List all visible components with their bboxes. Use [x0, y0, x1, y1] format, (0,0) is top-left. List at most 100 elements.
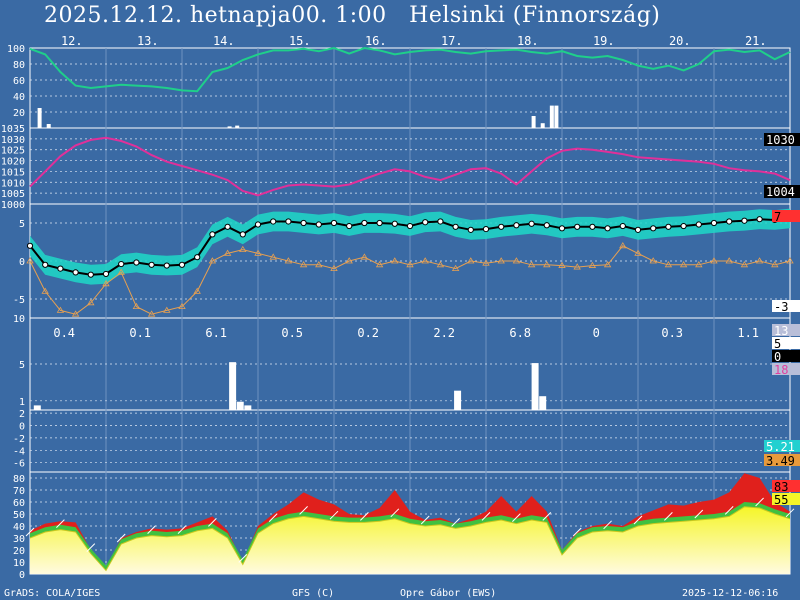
precipitation-stat-label: 13: [774, 324, 788, 338]
temperature-point: [543, 222, 550, 229]
dewpoint-point: [360, 253, 369, 260]
y-tick-label: 1000: [1, 200, 25, 211]
wind-direction-arrow: [603, 520, 612, 530]
wind-direction-arrow: [177, 525, 187, 534]
dewpoint-point: [573, 263, 581, 270]
precipitation-stat-box: [772, 350, 800, 362]
temperature-point: [163, 262, 170, 269]
lower-panel-value-label: 5.21: [766, 440, 795, 454]
temperature-point: [634, 226, 642, 233]
y-tick-label: 10: [13, 558, 25, 569]
y-tick-label: 40: [13, 522, 25, 533]
dewpoint-point: [193, 287, 201, 294]
dewpoint-point: [710, 257, 718, 264]
wind-direction-arrow: [664, 512, 673, 521]
dewpoint-point: [269, 253, 277, 260]
precipitation-stat-label: 5: [774, 337, 781, 351]
wind-direction-arrow: [724, 506, 734, 515]
dewpoint-point: [147, 310, 156, 317]
temperature-point: [650, 225, 657, 232]
wind-direction-arrow: [208, 518, 217, 527]
wind-direction-arrow: [329, 510, 339, 520]
temperature-point: [574, 223, 581, 230]
chart-title: 2025.12.12. hetnapja00. 1:00 Helsinki (F…: [44, 3, 661, 28]
y-tick-label: 30: [13, 534, 25, 545]
precipitation-stat-label: 18: [774, 363, 788, 377]
y-tick-label: 5: [19, 219, 25, 230]
precipitation-stat-box: [772, 324, 800, 336]
wind-mean-line: [29, 506, 791, 572]
y-tick-label: 80: [13, 474, 25, 485]
bar: [244, 405, 252, 410]
dewpoint-point: [482, 259, 490, 266]
bar: [531, 363, 539, 410]
temperature-point: [482, 225, 490, 233]
day-label: 19.: [593, 34, 615, 48]
dewpoint-point: [634, 249, 642, 256]
temperature-point: [224, 223, 231, 230]
dewpoint-point: [421, 257, 429, 264]
dewpoint-point: [254, 249, 262, 256]
precipitation-total-label: 0.2: [357, 326, 379, 340]
dewpoint-point: [558, 261, 566, 268]
temperature-point: [133, 259, 140, 266]
wind-direction-arrow: [512, 513, 521, 522]
y-tick-label: 20: [13, 546, 25, 557]
temperature-point: [665, 223, 672, 230]
precipitation-stat-label: 0: [774, 350, 781, 364]
day-label: 21.: [745, 34, 767, 48]
temperature-max-label: 7: [774, 210, 781, 224]
bar: [540, 123, 545, 128]
precipitation-total-label: 0.5: [281, 326, 303, 340]
temperature-point: [680, 222, 687, 230]
wind-direction-arrow: [755, 497, 764, 507]
humidity-line: [29, 46, 791, 93]
dewpoint-point: [467, 257, 475, 264]
y-tick-label: 1005: [1, 189, 25, 200]
footer-software: GrADS: COLA/IGES: [4, 588, 101, 599]
y-tick-label: -5: [13, 295, 25, 306]
y-tick-label: 1010: [1, 178, 25, 189]
bar: [539, 396, 547, 410]
temperature-point: [57, 265, 64, 272]
y-tick-label: 40: [13, 92, 25, 103]
temperature-min-box: [772, 300, 800, 312]
wind-direction-arrow: [481, 512, 491, 521]
dewpoint-line: [29, 245, 791, 315]
wind-gust-box: [772, 480, 800, 492]
dewpoint-point: [117, 268, 125, 275]
dewpoint-point: [497, 257, 505, 264]
temperature-point: [513, 222, 520, 229]
wind-direction-arrow: [360, 512, 369, 521]
footer-model: GFS (C): [292, 588, 335, 599]
dewpoint-point: [41, 287, 49, 294]
precipitation-total-label: 2.2: [433, 326, 455, 340]
temperature-point: [422, 219, 429, 226]
dewpoint-point: [679, 261, 688, 268]
y-tick-label: -2: [13, 434, 25, 445]
temperature-point: [42, 261, 49, 268]
temperature-point: [452, 223, 459, 230]
dewpoint-point: [391, 257, 399, 264]
temperature-point: [239, 231, 246, 238]
temperature-point: [270, 218, 277, 225]
temperature-point: [589, 223, 596, 230]
temperature-point: [315, 221, 322, 228]
dewpoint-point: [512, 257, 521, 264]
precipitation-total-label: 0: [593, 326, 600, 340]
dewpoint-point: [132, 302, 141, 310]
dewpoint-point: [649, 257, 657, 264]
temperature-point: [619, 222, 626, 230]
temperature-point: [391, 220, 398, 227]
temperature-point: [148, 261, 155, 268]
footer-date: 2025-12-12-06:16: [682, 588, 779, 599]
day-label: 12.: [61, 34, 83, 48]
temperature-point: [118, 260, 125, 268]
dewpoint-point: [284, 257, 293, 264]
dewpoint-point: [771, 261, 779, 268]
temperature-point: [102, 270, 110, 278]
day-label: 16.: [365, 34, 387, 48]
wind-direction-arrow: [116, 533, 126, 543]
y-tick-label: -4: [13, 446, 25, 457]
temperature-point: [741, 217, 748, 224]
